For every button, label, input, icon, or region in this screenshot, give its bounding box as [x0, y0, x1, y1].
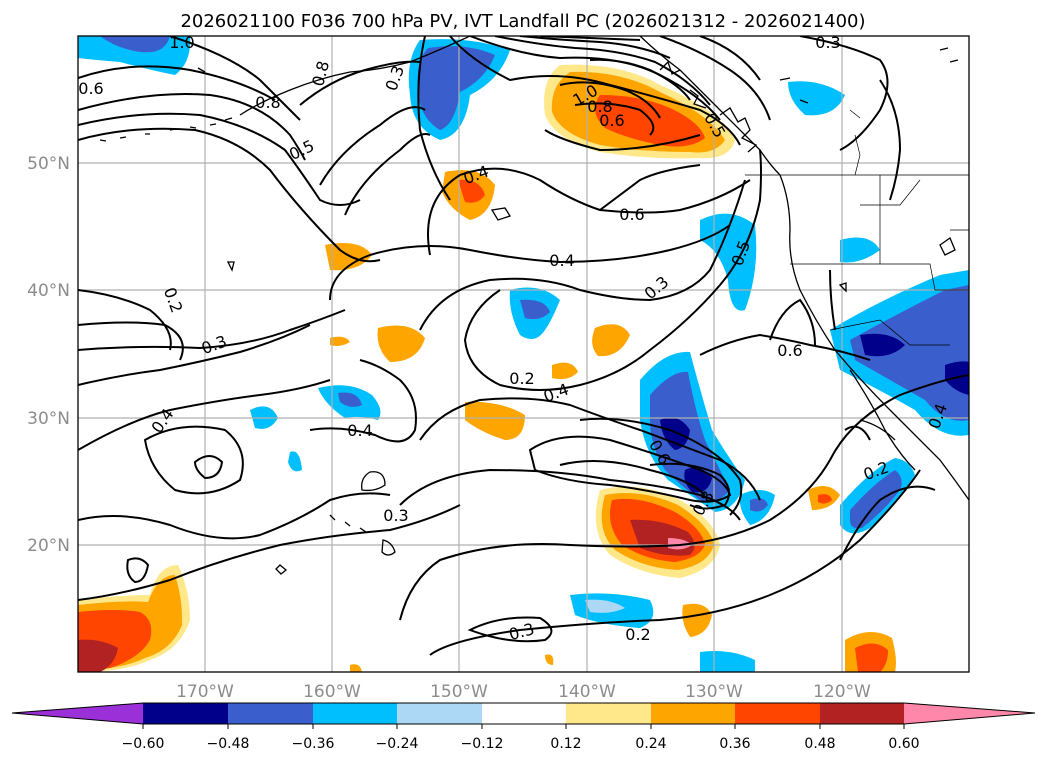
contour-label: 0.6: [619, 205, 644, 224]
pos-anomaly-small-3: [377, 325, 425, 362]
neg-anomaly-bc: [788, 81, 845, 116]
contour-label: 0.6: [599, 111, 624, 130]
colorbar-tick-label: 0.60: [888, 736, 919, 752]
map-content: 1.0 0.6 0.8 0.3 0.8 0.5 1.0 0.8 0.6 0.5 …: [78, 33, 969, 672]
lat-tick-label: 20°N: [27, 536, 70, 556]
political-borders: [745, 109, 969, 346]
hawaii-island-1: [361, 471, 386, 492]
lat-tick-label: 30°N: [27, 409, 70, 429]
colorbar-tick-label: 0.24: [635, 736, 666, 752]
lon-tick-label: 150°W: [430, 682, 488, 702]
colorbar-tick-label: 0.12: [550, 736, 581, 752]
contour-label: 0.8: [255, 93, 280, 112]
colorbar-bin: [397, 703, 482, 724]
map-area: [78, 36, 969, 672]
colorbar-bin: [651, 703, 735, 724]
lon-tick-label: 140°W: [558, 682, 616, 702]
colorbar-tick-label: −0.24: [376, 736, 419, 752]
longitude-axis: 170°W 160°W 150°W 140°W 130°W 120°W: [176, 682, 871, 702]
contour-label: 0.6: [777, 341, 802, 360]
colorbar: −0.60 −0.48 −0.36 −0.24 −0.12 0.12 0.24 …: [11, 702, 1036, 752]
contour-label: 1.0: [169, 33, 194, 52]
baja-peninsula: [849, 369, 916, 471]
map-title: 2026021100 F036 700 hPa PV, IVT Landfall…: [180, 11, 865, 32]
colorbar-extend-low: [12, 703, 143, 724]
north-american-coast: [639, 36, 969, 501]
colorbar-tick-label: −0.36: [292, 736, 335, 752]
contour-label: 0.3: [815, 33, 840, 52]
colorbar-tick-label: −0.12: [461, 736, 504, 752]
lon-tick-label: 170°W: [176, 682, 234, 702]
alaska-coast: [239, 36, 471, 116]
lon-tick-label: 130°W: [685, 682, 743, 702]
latitude-axis: 50°N 40°N 30°N 20°N: [27, 154, 70, 556]
contour-label: 0.8: [587, 97, 612, 116]
contour-label: 0.3: [383, 506, 408, 525]
colorbar-bin: [820, 703, 904, 724]
colorbar-bin: [228, 703, 313, 724]
lon-tick-label: 120°W: [813, 682, 871, 702]
pv-contours: [78, 36, 969, 656]
colorbar-bin: [143, 703, 228, 724]
contour-label: 0.4: [347, 421, 372, 440]
contour-label: 0.4: [549, 251, 574, 270]
lat-tick-label: 50°N: [27, 154, 70, 174]
colorbar-ticks: [142, 724, 905, 729]
colorbar-bin: [313, 703, 397, 724]
contour-label: 0.2: [509, 369, 534, 388]
lon-tick-label: 160°W: [303, 682, 361, 702]
contour-label: 0.6: [78, 79, 103, 98]
hawaii-island-2: [381, 539, 396, 556]
colorbar-bin: [735, 703, 820, 724]
contour-label: 0.2: [625, 625, 650, 644]
coastlines: [99, 36, 969, 575]
colorbar-tick-label: −0.60: [122, 736, 165, 752]
colorbar-extend-high: [904, 703, 1035, 724]
map-frame: [77, 35, 970, 673]
colorbar-tick-label: 0.36: [719, 736, 750, 752]
lat-tick-label: 40°N: [27, 281, 70, 301]
colorbar-tick-label: −0.48: [207, 736, 250, 752]
colorbar-bin: [482, 703, 566, 724]
colorbar-tick-label: 0.48: [804, 736, 835, 752]
colorbar-bin: [566, 703, 651, 724]
